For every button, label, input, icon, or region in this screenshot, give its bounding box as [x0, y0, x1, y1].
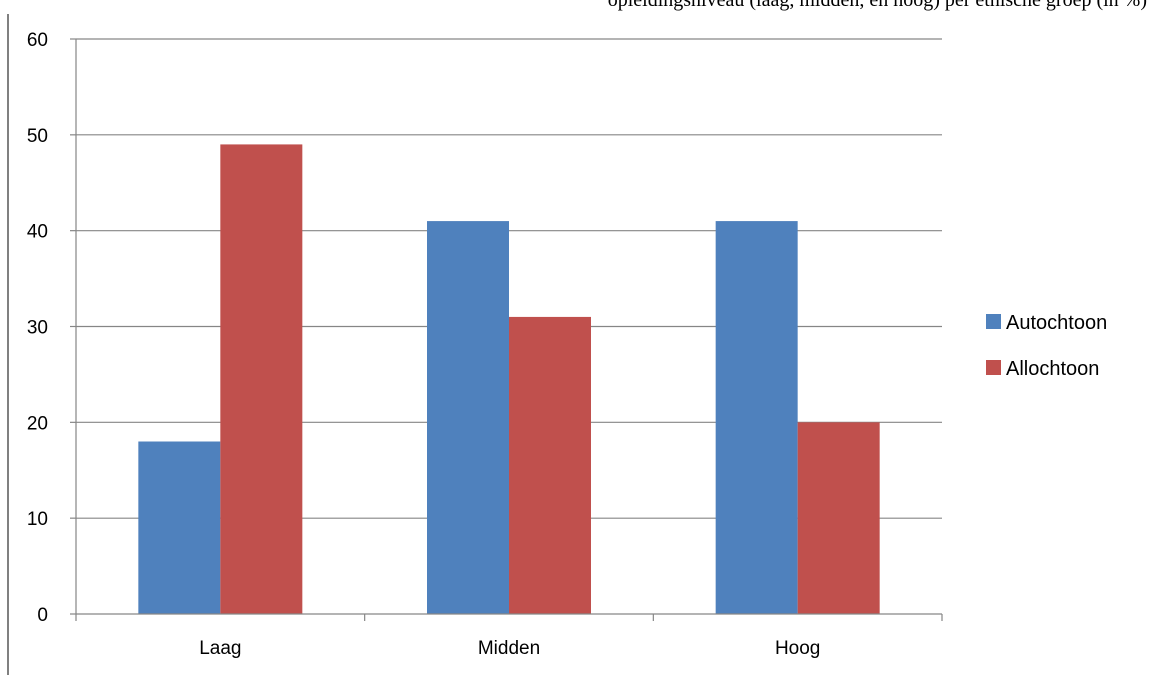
x-tick-label: Midden: [478, 638, 540, 659]
y-tick-label: 10: [27, 509, 48, 530]
bar-autochtoon-hoog: [715, 221, 798, 615]
bars: [138, 144, 880, 615]
legend-swatch: [986, 314, 1001, 329]
bar-allochtoon-hoog: [797, 422, 880, 614]
y-tick-label: 60: [27, 30, 48, 51]
legend-label: Autochtoon: [1006, 312, 1107, 334]
x-tick-label: Laag: [199, 638, 241, 659]
y-tick-label: 30: [27, 318, 48, 339]
x-tick-labels: Laag Midden Hoog: [199, 638, 820, 659]
legend-label: Allochtoon: [1006, 358, 1099, 380]
bar-allochtoon-midden: [509, 316, 591, 614]
bar-allochtoon-laag: [220, 144, 303, 614]
y-tick-label: 0: [37, 605, 48, 626]
x-tick-label: Hoog: [775, 638, 820, 659]
bar-autochtoon-midden: [427, 221, 509, 615]
y-tick-label: 20: [27, 413, 48, 434]
legend-swatch: [986, 360, 1001, 375]
y-tick-label: 50: [27, 126, 48, 147]
bar-autochtoon-laag: [138, 441, 221, 614]
axes: [70, 38, 943, 621]
y-tick-labels: 0 10 20 30 40 50 60: [27, 30, 48, 626]
page-caption: opleidingsniveau (laag, midden, en hoog)…: [607, 0, 1147, 11]
legend: Autochtoon Allochtoon: [986, 312, 1107, 380]
y-tick-label: 40: [27, 222, 48, 243]
